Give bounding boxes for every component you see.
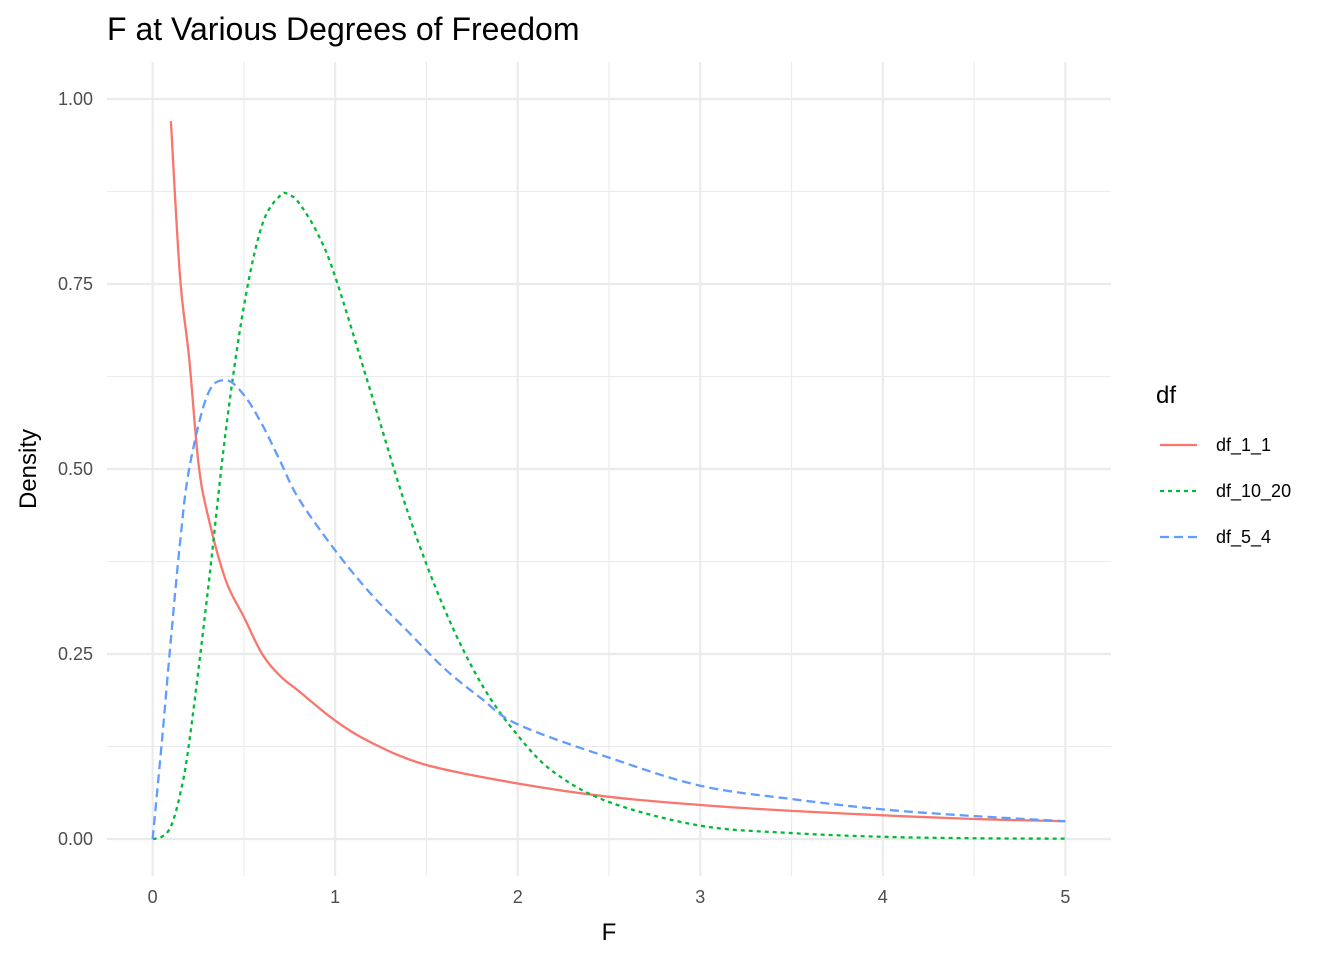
x-tick-label: 3 bbox=[695, 887, 705, 907]
x-axis-ticks: 0 1 2 3 4 5 bbox=[148, 887, 1071, 907]
series-line-df-5-4 bbox=[151, 379, 1066, 840]
y-tick-label: 0.00 bbox=[58, 829, 93, 849]
x-tick-label: 2 bbox=[513, 887, 523, 907]
chart-title: F at Various Degrees of Freedom bbox=[107, 11, 580, 47]
y-axis-title: Density bbox=[15, 429, 42, 509]
y-tick-label: 1.00 bbox=[58, 89, 93, 109]
y-tick-label: 0.25 bbox=[58, 644, 93, 664]
legend-title: df bbox=[1156, 382, 1176, 409]
y-tick-label: 0.50 bbox=[58, 459, 93, 479]
x-tick-label: 5 bbox=[1060, 887, 1070, 907]
x-tick-label: 0 bbox=[148, 887, 158, 907]
grid-lines bbox=[107, 62, 1111, 876]
y-axis-ticks: 0.00 0.25 0.50 0.75 1.00 bbox=[58, 89, 93, 849]
series-line-df-1-1 bbox=[169, 121, 1066, 823]
legend-label-df-5-4: df_5_4 bbox=[1216, 527, 1271, 548]
x-tick-label: 1 bbox=[330, 887, 340, 907]
series-line-df-10-20 bbox=[152, 191, 1066, 841]
series-lines bbox=[151, 121, 1066, 841]
x-axis-title: F bbox=[602, 919, 617, 946]
x-tick-label: 4 bbox=[878, 887, 888, 907]
y-tick-label: 0.75 bbox=[58, 274, 93, 294]
legend-label-df-10-20: df_10_20 bbox=[1216, 481, 1291, 502]
legend: df df_1_1 df_10_20 df_5_4 bbox=[1156, 382, 1291, 548]
legend-label-df-1-1: df_1_1 bbox=[1216, 435, 1271, 456]
